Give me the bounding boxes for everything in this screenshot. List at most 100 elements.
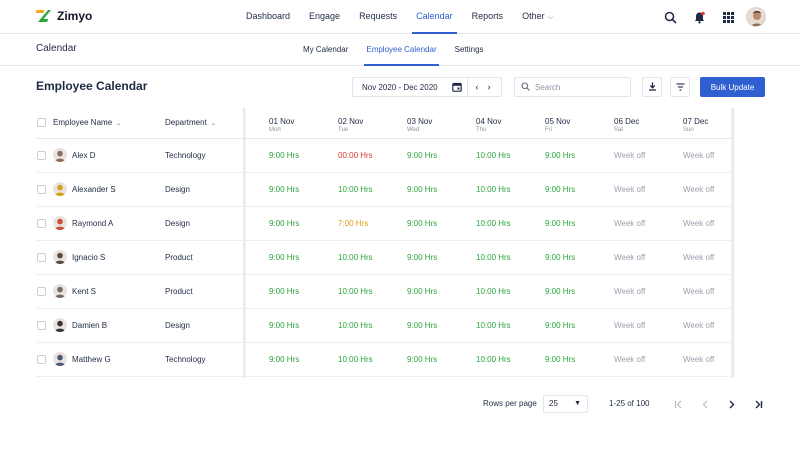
work-hours-cell[interactable]: 9:00 Hrs [545,287,576,296]
date-range-picker[interactable]: Nov 2020 - Dec 2020 ‹ › [352,77,502,97]
work-hours-cell[interactable]: 9:00 Hrs [545,151,576,160]
week-off-cell[interactable]: Week off [614,151,646,160]
week-off-cell[interactable]: Week off [614,253,646,262]
row-checkbox[interactable] [37,321,46,330]
table-row[interactable]: Matthew G Technology 9:00 Hrs 10:00 Hrs 9:00… [36,343,733,377]
row-checkbox[interactable] [37,287,46,296]
table-row[interactable]: Kent S Product 9:00 Hrs 10:00 Hrs 9:00 Hrs 10… [36,275,733,309]
table-row[interactable]: Damien B Design 9:00 Hrs 10:00 Hrs 9:00 Hrs 1… [36,309,733,343]
work-hours-cell[interactable]: 9:00 Hrs [269,219,300,228]
prev-page-icon[interactable] [697,396,713,412]
row-checkbox[interactable] [37,185,46,194]
work-hours-cell[interactable]: 7:00 Hrs [338,219,369,228]
prev-range-arrow-icon[interactable]: ‹ [475,82,479,92]
work-hours-cell[interactable]: 9:00 Hrs [407,321,438,330]
work-hours-cell[interactable]: 10:00 Hrs [476,185,511,194]
employee-name[interactable]: Damien B [72,321,108,330]
calendar-icon[interactable] [447,78,467,96]
search-box[interactable] [514,77,631,97]
row-checkbox[interactable] [37,151,46,160]
work-hours-cell[interactable]: 9:00 Hrs [545,321,576,330]
week-off-cell[interactable]: Week off [683,185,715,194]
work-hours-cell[interactable]: 9:00 Hrs [545,185,576,194]
row-checkbox[interactable] [37,219,46,228]
work-hours-cell[interactable]: 9:00 Hrs [269,185,300,194]
work-hours-cell[interactable]: 10:00 Hrs [338,321,373,330]
filter-button[interactable] [670,77,690,97]
work-hours-cell[interactable]: 9:00 Hrs [545,219,576,228]
search-icon[interactable] [659,6,681,28]
next-range-arrow-icon[interactable]: › [487,82,491,92]
nav-dashboard[interactable]: Dashboard [246,11,291,21]
week-off-cell[interactable]: Week off [683,219,715,228]
week-off-cell[interactable]: Week off [683,151,715,160]
work-hours-cell[interactable]: 10:00 Hrs [338,253,373,262]
nav-requests[interactable]: Requests [359,11,398,21]
nav-reports[interactable]: Reports [471,11,504,21]
employee-name[interactable]: Matthew G [72,355,111,364]
user-avatar[interactable] [746,7,766,27]
week-off-cell[interactable]: Week off [683,287,715,296]
work-hours-cell[interactable]: 10:00 Hrs [476,253,511,262]
employee-name[interactable]: Kent S [72,287,97,296]
table-row[interactable]: Alexander S Design 9:00 Hrs 10:00 Hrs 9:00 H… [36,173,733,207]
work-hours-cell[interactable]: 10:00 Hrs [338,287,373,296]
week-off-cell[interactable]: Week off [614,185,646,194]
week-off-cell[interactable]: Week off [614,287,646,296]
work-hours-cell[interactable]: 9:00 Hrs [269,321,300,330]
employee-name[interactable]: Ignacio S [72,253,106,262]
nav-calendar[interactable]: Calendar [412,0,457,34]
select-all-checkbox[interactable] [37,118,46,127]
work-hours-cell[interactable]: 9:00 Hrs [545,355,576,364]
bulk-update-button[interactable]: Bulk Update [700,77,765,97]
tab-settings[interactable]: Settings [454,45,484,54]
table-row[interactable]: Raymond A Design 9:00 Hrs 7:00 Hrs 9:00 Hrs 1… [36,207,733,241]
work-hours-cell[interactable]: 9:00 Hrs [407,253,438,262]
week-off-cell[interactable]: Week off [614,355,646,364]
table-row[interactable]: Ignacio S Product 9:00 Hrs 10:00 Hrs 9:00 Hr… [36,241,733,275]
work-hours-cell[interactable]: 10:00 Hrs [338,185,373,194]
rows-per-page-select[interactable]: 25 ▼ [543,395,588,413]
work-hours-cell[interactable]: 10:00 Hrs [338,355,373,364]
department-column-header[interactable]: Department ⌄ [165,118,216,127]
download-button[interactable] [642,77,662,97]
tab-employee-calendar[interactable]: Employee Calendar [364,34,439,66]
work-hours-cell[interactable]: 9:00 Hrs [407,151,438,160]
row-checkbox[interactable] [37,355,46,364]
employee-name[interactable]: Alexander S [72,185,116,194]
week-off-cell[interactable]: Week off [614,219,646,228]
week-off-cell[interactable]: Week off [683,355,715,364]
last-page-icon[interactable] [750,396,766,412]
work-hours-cell[interactable]: 9:00 Hrs [407,219,438,228]
first-page-icon[interactable] [670,396,686,412]
nav-other[interactable]: Other ⌵ [522,0,553,34]
employee-name[interactable]: Alex D [72,151,96,160]
nav-engage[interactable]: Engage [309,11,341,21]
work-hours-cell[interactable]: 9:00 Hrs [545,253,576,262]
work-hours-cell[interactable]: 9:00 Hrs [269,253,300,262]
work-hours-cell[interactable]: 9:00 Hrs [269,355,300,364]
work-hours-cell[interactable]: 10:00 Hrs [476,219,511,228]
search-input[interactable] [535,82,625,92]
work-hours-cell[interactable]: 10:00 Hrs [476,287,511,296]
work-hours-cell[interactable]: 00:00 Hrs [338,151,373,160]
work-hours-cell[interactable]: 9:00 Hrs [407,287,438,296]
apps-grid-icon[interactable] [717,6,739,28]
next-page-icon[interactable] [723,396,739,412]
week-off-cell[interactable]: Week off [614,321,646,330]
tab-my-calendar[interactable]: My Calendar [303,45,349,54]
table-row[interactable]: Alex D Technology 9:00 Hrs 00:00 Hrs 9:00 Hr… [36,139,733,173]
work-hours-cell[interactable]: 10:00 Hrs [476,355,511,364]
work-hours-cell[interactable]: 10:00 Hrs [476,321,511,330]
row-checkbox[interactable] [37,253,46,262]
bell-icon[interactable] [688,6,710,28]
work-hours-cell[interactable]: 9:00 Hrs [269,151,300,160]
employee-name-column-header[interactable]: Employee Name ⌄ [53,118,121,127]
work-hours-cell[interactable]: 9:00 Hrs [407,185,438,194]
work-hours-cell[interactable]: 9:00 Hrs [269,287,300,296]
week-off-cell[interactable]: Week off [683,253,715,262]
logo[interactable]: Zimyo [35,8,92,24]
week-off-cell[interactable]: Week off [683,321,715,330]
work-hours-cell[interactable]: 10:00 Hrs [476,151,511,160]
work-hours-cell[interactable]: 9:00 Hrs [407,355,438,364]
